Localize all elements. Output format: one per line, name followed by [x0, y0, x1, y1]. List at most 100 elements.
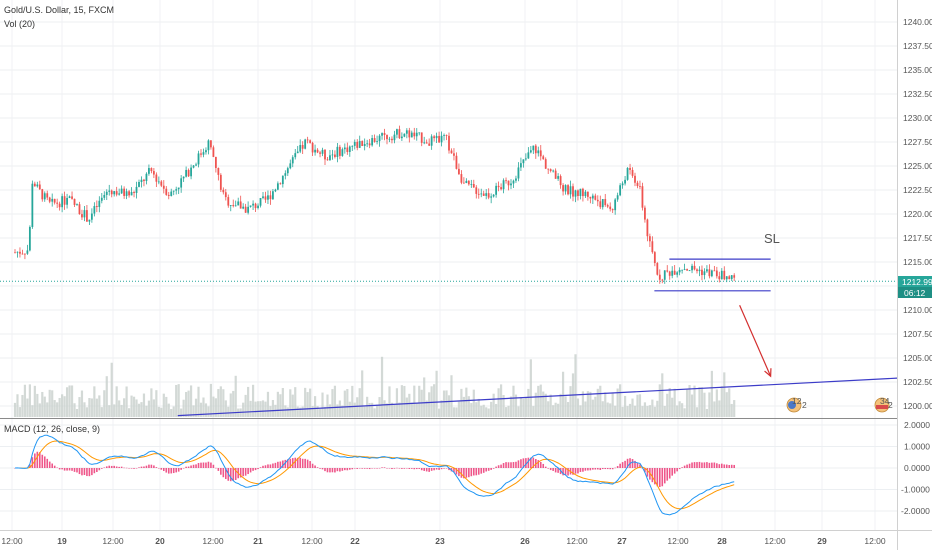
drawing-annotations[interactable]: [177, 258, 898, 417]
candle-body: [507, 180, 510, 186]
volume-bar: [599, 385, 602, 417]
price-axis[interactable]: 1240.00 1237.50 1235.00 1232.50 1230.00 1227.…: [903, 17, 932, 411]
volume-bar: [338, 400, 341, 417]
candle-body: [281, 175, 284, 185]
volume-bar: [509, 396, 513, 417]
volume-bar: [532, 406, 535, 417]
macd-histogram-bar: [257, 468, 259, 470]
volume-bar: [683, 408, 686, 417]
volume-bar: [212, 396, 215, 417]
candle-body: [398, 129, 401, 139]
candle-body: [515, 178, 517, 181]
volume-bar: [269, 406, 272, 417]
macd-histogram-bar: [91, 468, 93, 476]
candle-body: [683, 269, 686, 270]
macd-histogram-bar: [103, 467, 106, 468]
candle-body: [26, 250, 29, 254]
macd-tick-label: -2.0000: [901, 506, 930, 516]
candle-body: [148, 168, 150, 174]
volume-bar: [279, 394, 282, 417]
candle-body: [138, 182, 140, 187]
volume-bar: [507, 405, 510, 417]
candle-body: [195, 164, 197, 166]
volume-bar: [393, 404, 396, 417]
macd-tick-label: 0.0000: [904, 463, 930, 473]
candle-body: [713, 270, 716, 272]
event-badge[interactable]: 34 2: [874, 396, 893, 413]
macd-histogram-bar: [723, 464, 726, 468]
macd-histogram-bar: [639, 464, 641, 468]
volume-bar: [88, 398, 91, 417]
candle-body: [264, 196, 267, 200]
macd-histogram-bar: [259, 467, 262, 468]
macd-histogram-bar: [681, 467, 683, 468]
candle-body: [180, 178, 183, 188]
volume-bar: [388, 386, 391, 417]
volume-bar: [579, 405, 582, 417]
time-tick-label: 12:00: [864, 536, 886, 546]
macd-histogram-bar: [39, 452, 41, 468]
candle-body: [495, 185, 498, 195]
volume-bar: [477, 398, 480, 417]
macd-histogram-bar: [651, 468, 654, 483]
candle-body: [480, 193, 483, 195]
volume-bar: [631, 398, 634, 417]
volume-bar: [108, 405, 111, 417]
candle-body: [624, 179, 626, 184]
candle-body: [16, 251, 19, 253]
macd-histogram-bar: [101, 468, 103, 469]
candle-body: [646, 219, 649, 237]
candle-body: [609, 206, 612, 210]
candle-body: [128, 191, 130, 196]
event-badge[interactable]: 12 2: [786, 396, 807, 413]
volume-bar: [648, 405, 651, 417]
time-axis[interactable]: 12:00 19 12:00 20 12:00 21 12:00 22 23 26 12:00 27 1…: [1, 536, 886, 546]
price-grid: [0, 0, 897, 530]
volume-bar: [291, 394, 294, 417]
volume-bar: [83, 402, 86, 417]
candle-body: [21, 253, 24, 255]
volume-bar: [125, 386, 128, 417]
macd-histogram-bar: [336, 468, 339, 472]
candle-body: [276, 183, 279, 190]
sl-label[interactable]: SL: [764, 231, 780, 246]
volume-bar: [410, 402, 413, 417]
macd-histogram-bar: [492, 468, 495, 469]
candle-body: [113, 191, 116, 195]
candle-body: [386, 134, 388, 140]
volume-bar: [177, 384, 180, 417]
volume-bar: [442, 390, 446, 417]
candle-body: [254, 203, 257, 209]
candle-body: [279, 183, 282, 185]
candle-body: [110, 190, 113, 195]
macd-histogram-bar: [480, 468, 483, 474]
volume-legend[interactable]: Vol (20): [4, 19, 35, 29]
volume-bar: [249, 400, 252, 417]
volume-bar: [569, 386, 572, 417]
macd-legend[interactable]: MACD (12, 26, close, 9): [4, 424, 100, 434]
macd-histogram-bar: [180, 468, 182, 470]
macd-histogram-bar: [502, 463, 505, 468]
candle-body: [611, 209, 614, 211]
volume-bar: [80, 390, 84, 417]
macd-tick-label: 1.0000: [904, 442, 930, 452]
candle-body: [487, 193, 490, 198]
candle-body: [524, 158, 527, 160]
candle-body: [43, 193, 46, 200]
volume-bar: [643, 402, 647, 417]
volume-bar: [589, 391, 592, 417]
macd-histogram-bar: [696, 462, 698, 468]
candle-body: [376, 141, 378, 142]
macd-histogram-bar: [428, 468, 430, 472]
volume-bar: [554, 402, 557, 417]
last-price-tag[interactable]: 1212.99 06:12: [898, 276, 932, 298]
macd-histogram-bar: [686, 464, 688, 468]
macd-axis[interactable]: 2.0000 1.0000 0.0000 -1.0000 -2.0000: [901, 420, 930, 516]
volume-bars: [13, 354, 736, 417]
volume-bar: [457, 401, 461, 417]
symbol-legend[interactable]: Gold/U.S. Dollar, 15, FXCM: [4, 5, 114, 15]
volume-bar: [251, 384, 255, 417]
candle-body: [634, 175, 636, 183]
volume-bar: [197, 386, 200, 417]
